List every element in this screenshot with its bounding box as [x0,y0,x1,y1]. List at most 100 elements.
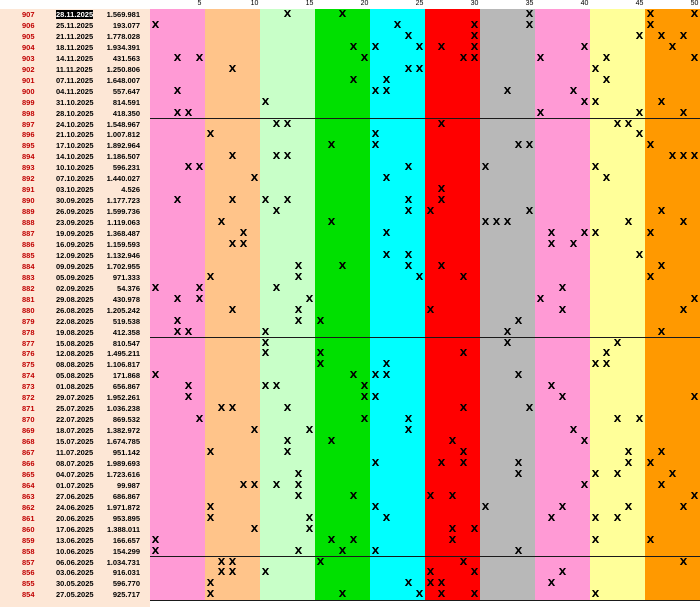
draw-date[interactable]: 28.10.2025 [56,108,94,118]
grid-cell[interactable] [689,589,700,602]
draw-date[interactable]: 14.10.2025 [56,152,94,162]
draw-date[interactable]: 23.09.2025 [56,218,94,228]
prize-value[interactable]: 1.778.028 [106,31,140,41]
draw-date[interactable]: 24.10.2025 [56,119,94,129]
draw-date[interactable]: 07.11.2025 [56,75,94,85]
draw-date[interactable]: 14.11.2025 [56,53,94,63]
prize-value[interactable]: 1.952.261 [106,393,140,403]
prize-value[interactable]: 814.591 [112,97,140,107]
prize-value[interactable]: 951.142 [112,448,140,457]
draw-date[interactable]: 22.07.2025 [56,415,94,425]
prize-value[interactable]: 412.358 [112,327,140,337]
draw-date[interactable]: 01.08.2025 [56,382,94,392]
draw-date[interactable]: 10.06.2025 [56,546,94,556]
prize-value[interactable]: 1.440.027 [106,174,140,184]
prize-value[interactable]: 686.867 [112,491,140,501]
prize-value[interactable]: 1.971.872 [106,502,140,512]
draw-date[interactable]: 16.09.2025 [56,239,94,249]
draw-date[interactable]: 29.08.2025 [56,294,94,304]
draw-date[interactable]: 01.07.2025 [56,480,94,490]
prize-value[interactable]: 1.548.967 [106,119,140,129]
draw-date[interactable]: 26.08.2025 [56,305,94,315]
prize-value[interactable]: 4.526 [121,185,140,195]
draw-date[interactable]: 06.06.2025 [56,557,94,567]
prize-value[interactable]: 916.031 [112,568,140,578]
draw-date[interactable]: 27.06.2025 [56,491,94,501]
draw-date[interactable]: 11.11.2025 [56,64,93,74]
prize-value[interactable]: 418.350 [112,108,140,118]
draw-date[interactable]: 20.06.2025 [56,513,94,523]
draw-date[interactable]: 25.11.2025 [56,20,94,30]
prize-value[interactable]: 656.867 [112,382,140,392]
draw-date[interactable]: 19.08.2025 [56,327,94,337]
prize-value[interactable]: 869.532 [112,415,140,425]
draw-date[interactable]: 30.09.2025 [56,196,94,206]
draw-date[interactable]: 07.10.2025 [56,174,94,184]
prize-value[interactable]: 99.987 [117,480,140,490]
draw-date[interactable]: 08.08.2025 [56,360,94,370]
draw-date[interactable]: 29.07.2025 [56,393,94,403]
draw-date[interactable]: 12.08.2025 [56,349,94,359]
prize-value[interactable]: 1.159.593 [106,239,140,249]
prize-value[interactable]: 1.368.487 [106,229,140,238]
draw-date[interactable]: 21.10.2025 [56,130,94,140]
prize-value[interactable]: 1.106.817 [106,360,140,370]
prize-value[interactable]: 1.205.242 [106,305,140,315]
prize-value[interactable]: 1.674.785 [106,437,140,447]
prize-value[interactable]: 1.186.507 [106,152,140,162]
prize-value[interactable]: 596.770 [112,579,140,589]
draw-date[interactable]: 05.09.2025 [56,272,94,282]
prize-value[interactable]: 1.934.391 [106,42,140,52]
draw-date[interactable]: 11.07.2025 [56,448,94,457]
prize-value[interactable]: 971.333 [112,272,140,282]
prize-value[interactable]: 1.007.812 [106,130,140,140]
draw-date[interactable]: 30.05.2025 [56,579,94,589]
prize-value[interactable]: 810.547 [112,338,140,348]
prize-value[interactable]: 519.538 [112,316,140,326]
prize-value[interactable]: 1.495.211 [107,349,140,359]
prize-value[interactable]: 1.648.007 [106,75,140,85]
prize-value[interactable]: 1.119.063 [107,218,140,228]
prize-value[interactable]: 557.647 [112,86,140,96]
prize-value[interactable]: 596.231 [112,163,140,173]
draw-date[interactable]: 04.11.2025 [56,86,94,96]
prize-value[interactable]: 1.250.806 [106,64,140,74]
prize-value[interactable]: 431.563 [112,53,140,63]
draw-date[interactable]: 26.09.2025 [56,207,94,217]
prize-value[interactable]: 925.717 [112,590,140,600]
prize-value[interactable]: 1.034.731 [106,557,140,567]
prize-value[interactable]: 1.702.955 [106,261,140,271]
prize-value[interactable]: 1.036.238 [106,404,140,414]
prize-value[interactable]: 953.895 [112,513,140,523]
draw-date[interactable]: 19.09.2025 [56,229,94,238]
prize-value[interactable]: 54.376 [117,283,140,293]
draw-date[interactable]: 03.06.2025 [56,568,94,578]
prize-value[interactable]: 1.599.736 [106,207,140,217]
draw-date[interactable]: 17.10.2025 [56,141,94,151]
draw-date[interactable]: 21.11.2025 [56,31,94,41]
prize-value[interactable]: 193.077 [112,20,140,30]
prize-value[interactable]: 1.989.693 [106,458,140,468]
draw-date[interactable]: 28.11.2025 [56,10,94,19]
draw-date[interactable]: 22.08.2025 [56,316,94,326]
prize-value[interactable]: 1.388.011 [107,524,140,534]
draw-date[interactable]: 25.07.2025 [56,404,94,414]
prize-value[interactable]: 154.299 [112,546,140,556]
draw-date[interactable]: 24.06.2025 [56,502,94,512]
draw-date[interactable]: 17.06.2025 [56,524,94,534]
draw-date[interactable]: 02.09.2025 [56,283,94,293]
prize-value[interactable]: 171.868 [112,371,140,381]
prize-value[interactable]: 166.657 [112,535,140,545]
prize-value[interactable]: 1.723.616 [106,469,140,479]
prize-value[interactable]: 1.569.981 [106,10,140,19]
prize-value[interactable]: 430.978 [112,294,140,304]
prize-value[interactable]: 1.892.964 [106,141,140,151]
draw-date[interactable]: 03.10.2025 [56,185,94,195]
draw-date[interactable]: 15.07.2025 [56,437,94,447]
draw-date[interactable]: 12.09.2025 [56,250,94,260]
prize-value[interactable]: 1.177.723 [106,196,140,206]
draw-date[interactable]: 10.10.2025 [56,163,94,173]
prize-value[interactable]: 1.132.946 [106,250,140,260]
draw-date[interactable]: 18.07.2025 [56,426,94,436]
draw-date[interactable]: 27.05.2025 [56,590,94,600]
